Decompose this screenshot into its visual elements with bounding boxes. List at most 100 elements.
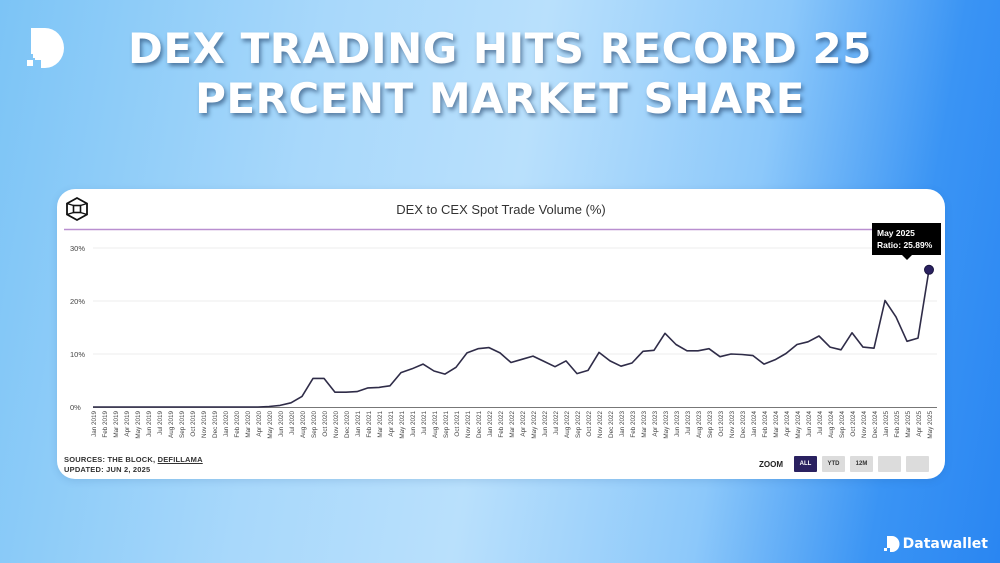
x-tick-label: Aug 2019 xyxy=(168,411,175,438)
x-tick-label: Oct 2023 xyxy=(718,411,725,437)
x-tick-label: Apr 2020 xyxy=(256,411,263,437)
x-tick-label: Sep 2021 xyxy=(443,411,450,438)
zoom-ytd-button[interactable]: YTD xyxy=(822,456,845,472)
x-tick-label: Aug 2024 xyxy=(828,411,835,438)
x-tick-label: May 2020 xyxy=(267,411,274,439)
x-tick-label: Mar 2023 xyxy=(641,411,648,438)
x-tick-label: Feb 2024 xyxy=(762,411,769,438)
zoom-label: ZOOM xyxy=(759,459,783,469)
zoom-blank-button-1[interactable] xyxy=(878,456,901,472)
x-tick-label: Jan 2019 xyxy=(91,411,98,437)
y-tick-label: 30% xyxy=(70,244,85,253)
x-tick-label: Jul 2022 xyxy=(553,411,560,435)
x-tick-label: Jan 2024 xyxy=(751,411,758,437)
x-tick-label: Jun 2022 xyxy=(542,411,549,437)
x-tick-label: Feb 2022 xyxy=(498,411,505,438)
x-tick-label: Apr 2022 xyxy=(520,411,527,437)
x-tick-label: Jul 2024 xyxy=(817,411,824,435)
x-tick-label: Mar 2020 xyxy=(245,411,252,438)
updated-date: UPDATED: JUN 2, 2025 xyxy=(64,465,151,474)
x-tick-label: Mar 2025 xyxy=(905,411,912,438)
tooltip-date: May 2025 xyxy=(877,228,915,238)
tooltip-ratio: Ratio: 25.89% xyxy=(877,240,933,250)
x-tick-label: Jul 2019 xyxy=(157,411,164,435)
datawallet-d-icon xyxy=(883,536,900,552)
y-tick-label: 10% xyxy=(70,350,85,359)
x-tick-label: Nov 2022 xyxy=(597,411,604,438)
zoom-blank-button-2[interactable] xyxy=(906,456,929,472)
x-tick-label: May 2024 xyxy=(795,411,802,439)
x-tick-label: Sep 2020 xyxy=(311,411,318,438)
x-tick-label: Oct 2024 xyxy=(850,411,857,437)
x-tick-label: Oct 2021 xyxy=(454,411,461,437)
x-tick-label: Nov 2019 xyxy=(201,411,208,438)
x-tick-label: Oct 2020 xyxy=(322,411,329,437)
x-tick-label: Oct 2019 xyxy=(190,411,197,437)
data-line xyxy=(93,269,930,408)
x-tick-label: Nov 2023 xyxy=(729,411,736,438)
x-tick-label: Dec 2024 xyxy=(872,411,879,438)
sources-note: SOURCES: THE BLOCK, DEFILLAMA UPDATED: J… xyxy=(64,455,203,475)
x-tick-label: Jun 2024 xyxy=(806,411,813,437)
brand-name: Datawallet xyxy=(902,536,988,552)
chart-card: DEX to CEX Spot Trade Volume (%) 0% 10% 20… xyxy=(57,189,945,479)
x-tick-label: Aug 2023 xyxy=(696,411,703,438)
x-tick-label: May 2022 xyxy=(531,411,538,439)
x-tick-label: Aug 2021 xyxy=(432,411,439,438)
x-tick-label: Aug 2020 xyxy=(300,411,307,438)
x-tick-label: Jan 2020 xyxy=(223,411,230,437)
x-tick-label: Jul 2020 xyxy=(289,411,296,435)
x-tick-label: Jun 2019 xyxy=(146,411,153,437)
headline-line-1: DEX TRADING HITS RECORD 25 xyxy=(128,24,872,73)
x-tick-label: Feb 2021 xyxy=(366,411,373,438)
x-tick-label: Jun 2023 xyxy=(674,411,681,437)
x-tick-label: Mar 2021 xyxy=(377,411,384,438)
x-tick-label: Nov 2024 xyxy=(861,411,868,438)
x-tick-label: Dec 2019 xyxy=(212,411,219,438)
x-tick-label: Mar 2019 xyxy=(113,411,120,438)
chart-title: DEX to CEX Spot Trade Volume (%) xyxy=(396,202,606,217)
x-tick-label: Aug 2022 xyxy=(564,411,571,438)
x-tick-label: Sep 2022 xyxy=(575,411,582,438)
x-tick-label: Apr 2023 xyxy=(652,411,659,437)
zoom-12m-button[interactable]: 12M xyxy=(850,456,873,472)
x-tick-label: May 2021 xyxy=(399,411,406,439)
x-tick-label: Jan 2023 xyxy=(619,411,626,437)
x-tick-label: Sep 2024 xyxy=(839,411,846,438)
x-tick-label: May 2025 xyxy=(927,411,934,439)
x-tick-label: Mar 2022 xyxy=(509,411,516,438)
x-tick-label: Jul 2021 xyxy=(421,411,428,435)
x-tick-label: Jan 2025 xyxy=(883,411,890,437)
datawallet-logo-icon xyxy=(27,28,64,68)
x-tick-label: Mar 2024 xyxy=(773,411,780,438)
x-tick-label: Jan 2022 xyxy=(487,411,494,437)
x-tick-label: Apr 2019 xyxy=(124,411,131,437)
x-tick-label: Dec 2021 xyxy=(476,411,483,438)
chart-tooltip: May 2025 Ratio: 25.89% xyxy=(872,223,941,260)
x-tick-label: Dec 2022 xyxy=(608,411,615,438)
x-tick-label: Jun 2020 xyxy=(278,411,285,437)
x-tick-label: Nov 2020 xyxy=(333,411,340,438)
x-tick-label: Dec 2020 xyxy=(344,411,351,438)
x-tick-label: Jul 2023 xyxy=(685,411,692,435)
y-tick-label: 20% xyxy=(70,297,85,306)
defillama-link[interactable]: DEFILLAMA xyxy=(157,455,203,464)
x-tick-label: Jun 2021 xyxy=(410,411,417,437)
x-tick-label: Sep 2019 xyxy=(179,411,186,438)
x-tick-label: Apr 2025 xyxy=(916,411,923,437)
zoom-all-button[interactable]: ALL xyxy=(794,456,817,472)
x-tick-label: Apr 2021 xyxy=(388,411,395,437)
x-tick-label: Dec 2023 xyxy=(740,411,747,438)
headline: DEX TRADING HITS RECORD 25 PERCENT MARKE… xyxy=(0,24,1000,124)
x-tick-label: Feb 2025 xyxy=(894,411,901,438)
x-tick-label: May 2023 xyxy=(663,411,670,439)
sources-label: SOURCES: THE BLOCK, xyxy=(64,455,158,464)
x-tick-label: Jan 2021 xyxy=(355,411,362,437)
x-tick-label: Feb 2020 xyxy=(234,411,241,438)
highlight-marker[interactable] xyxy=(924,264,934,275)
x-tick-label: May 2019 xyxy=(135,411,142,439)
datawallet-brand: Datawallet xyxy=(883,535,988,553)
line-chart[interactable]: 0% 10% 20% 30% Jan 2019 Feb 2019 Mar 2019 Apr 2… xyxy=(57,189,945,479)
x-tick-label: Nov 2021 xyxy=(465,411,472,438)
x-tick-label: Feb 2023 xyxy=(630,411,637,438)
